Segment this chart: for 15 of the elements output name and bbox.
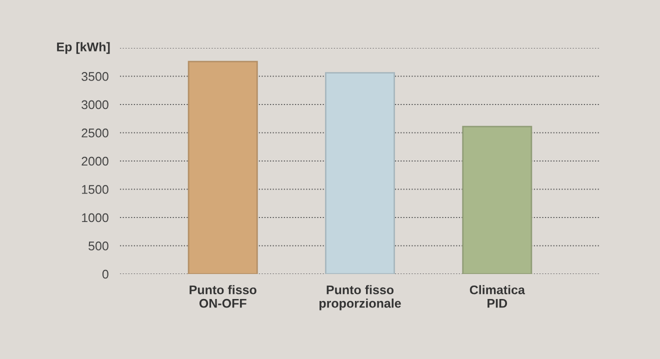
x-tick-label: Punto fisso ON-OFF xyxy=(190,285,256,308)
y-tick-label: 500 xyxy=(88,242,108,250)
x-tick-label: Climatica PID xyxy=(470,285,526,308)
y-tick-label: 3500 xyxy=(82,72,108,81)
bar xyxy=(462,126,532,274)
y-tick-label: 2000 xyxy=(82,156,108,166)
y-tick-label: 0 xyxy=(102,270,108,279)
y-tick-label: 3000 xyxy=(82,100,108,110)
bar xyxy=(188,60,258,274)
y-tick-label: 1000 xyxy=(82,213,108,222)
y-axis-title: Ep [kWh] xyxy=(57,42,110,54)
y-tick-label: 2500 xyxy=(82,128,108,138)
x-tick-label: Punto fisso proporzionale xyxy=(320,285,401,310)
y-tick-label: 1500 xyxy=(82,185,108,194)
bar xyxy=(325,72,395,274)
